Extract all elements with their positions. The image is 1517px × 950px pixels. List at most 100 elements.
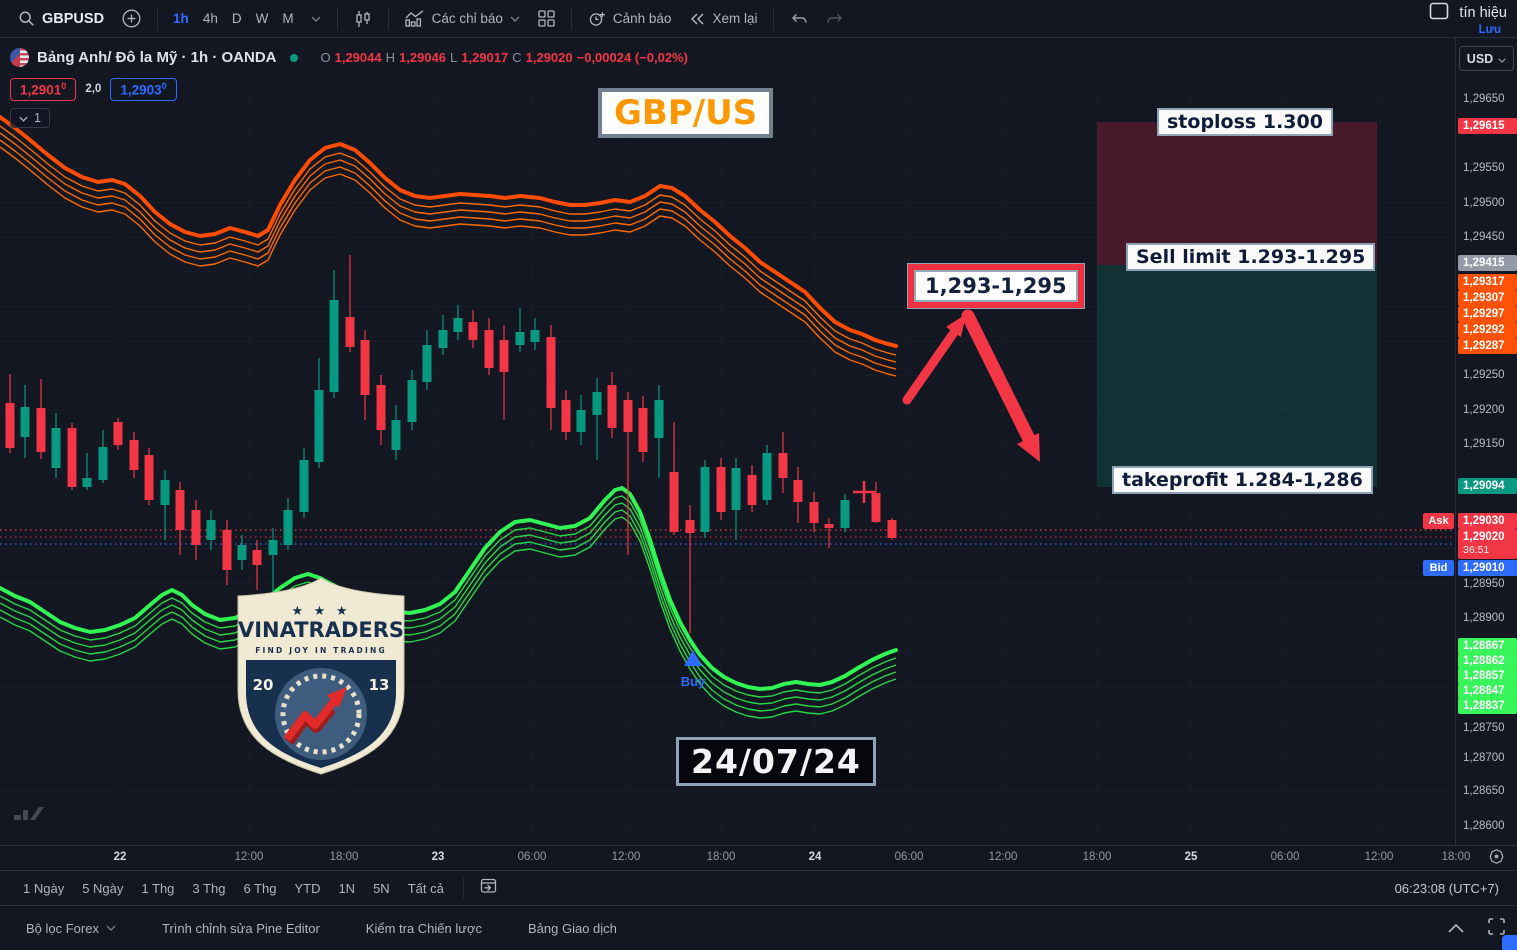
bottom-item-3[interactable]: Bảng Giao dịch [528,921,617,936]
price-label-1,28862[interactable]: 1,28862 [1458,653,1517,669]
price-label-1,28900: 1,28900 [1463,612,1505,624]
top-toolbar: GBPUSD 1h 4h D W M Các chỉ báo Cảnh báo Xem … [0,0,1517,38]
buy-button[interactable]: 1,29030 [110,78,177,101]
bar-countdown: 36:51 [1463,544,1490,556]
time-axis[interactable]: 22 12:00 18:00 23 06:00 12:00 18:00 24 06:00 12:0… [0,845,1517,870]
price-label-1,29650: 1,29650 [1463,93,1505,105]
price-chart[interactable]: Buy ★ ★ ★VINATRADERS FIND JOY IN TRADING 20… [0,38,1455,845]
buy-label: Buy [681,674,706,689]
candles-icon [354,10,372,28]
rewind-icon [689,12,705,26]
object-tree-toggle[interactable]: 1 [10,108,50,128]
sell-price-sup: 0 [61,81,67,91]
range-Tất cả[interactable]: Tất cả [407,880,444,896]
price-label-1,28700: 1,28700 [1463,752,1505,764]
sell-button[interactable]: 1,29010 [10,78,77,101]
price-label-1,29287[interactable]: 1,29287 [1458,338,1517,354]
market-status-dot [290,53,299,62]
go-to-date-button[interactable] [474,873,503,903]
timeframe-D[interactable]: D [231,11,242,26]
entry-arrow-up[interactable] [902,314,966,405]
bottom-item-2[interactable]: Kiểm tra Chiến lược [366,921,482,936]
price-label-1,29307[interactable]: 1,29307 [1458,290,1517,306]
cross-marker[interactable] [853,481,875,503]
price-label-1,29415[interactable]: 1,29415 [1458,255,1517,271]
last-price-badge: 1,29020 36:51 [1458,529,1517,559]
upper-envelope-ribbon [0,115,898,377]
timeframe-4h[interactable]: 4h [202,11,218,26]
redo-button[interactable] [818,7,852,31]
price-label-1,28837[interactable]: 1,28837 [1458,698,1517,714]
replay-button[interactable]: Xem lại [681,6,765,31]
gear-icon [1488,848,1505,870]
range-5N[interactable]: 5N [373,880,390,896]
timeframe-M[interactable]: M [282,11,294,26]
calendar-icon [480,877,497,899]
logo-year-left: 20 [253,676,274,694]
range-1 Thg[interactable]: 1 Thg [141,880,175,896]
axis-settings-button[interactable] [1479,849,1513,869]
range-YTD[interactable]: YTD [294,880,321,896]
server-clock[interactable]: 06:23:08 (UTC+7) [1394,880,1499,896]
price-label-1,28867[interactable]: 1,28867 [1458,638,1517,654]
tradingview-logo[interactable] [14,803,48,825]
symbol-search-button[interactable]: GBPUSD [10,5,112,32]
stoploss-label[interactable]: stoploss 1.300 [1157,108,1333,136]
price-label-1,29292[interactable]: 1,29292 [1458,322,1517,338]
takeprofit-zone[interactable] [1097,265,1377,487]
stoploss-zone[interactable] [1097,122,1377,265]
buy-price-sup: 0 [161,81,167,91]
range-1N[interactable]: 1N [338,880,356,896]
price-scale[interactable]: USD 1,29020 36:51 1,29650 1,29615 1,29550 1… [1455,38,1517,845]
sell-limit-label[interactable]: Sell limit 1.293-1.295 [1126,243,1376,271]
signal-checkbox-icon[interactable] [1429,2,1449,24]
range-6 Thg[interactable]: 6 Thg [243,880,277,896]
layout-grid-button[interactable] [530,5,563,32]
time-tick-06:00: 06:00 [517,851,547,863]
toolbar-separator [570,7,572,30]
chart-legend[interactable]: Bảng Anh/ Đô la Mỹ · 1h · OANDA O 1,29044… [10,48,688,67]
undo-button[interactable] [782,7,816,31]
price-label-1,28857[interactable]: 1,28857 [1458,668,1517,684]
timeframe-W[interactable]: W [255,11,269,26]
price-label-1,29200: 1,29200 [1463,404,1505,416]
indicators-icon [404,10,425,27]
price-label-1,29010[interactable]: 1,29010 [1458,560,1517,576]
range-5 Ngày[interactable]: 5 Ngày [82,880,124,896]
timeframe-menu-button[interactable] [303,11,329,27]
bottom-item-1[interactable]: Trình chỉnh sửa Pine Editor [162,921,320,936]
panel-expand-button[interactable] [1448,920,1464,938]
redo-icon [826,12,844,26]
price-label-1,29030[interactable]: 1,29030 [1458,513,1517,529]
price-label-1,29317[interactable]: 1,29317 [1458,274,1517,290]
buy-price: 1,2903 [120,82,162,98]
entry-zone-callout[interactable]: 1,293-1,295 [908,264,1084,308]
takeprofit-label[interactable]: takeprofit 1.284-1,286 [1112,466,1373,494]
chart-style-button[interactable] [346,5,380,33]
entry-arrow-down[interactable] [961,309,1040,462]
signal-label: tín hiệu [1459,4,1507,21]
range-3 Thg[interactable]: 3 Thg [192,880,226,896]
time-tick-22: 22 [113,851,127,863]
bottom-item-label: Bảng Giao dịch [528,920,617,936]
price-label-1,29297[interactable]: 1,29297 [1458,306,1517,322]
spread-value: 2,0 [85,83,102,96]
vinatraders-logo: ★ ★ ★VINATRADERS FIND JOY IN TRADING 20 13 [237,577,405,775]
currency-selector[interactable]: USD [1459,46,1514,71]
range-1 Ngày[interactable]: 1 Ngày [23,880,65,896]
bottom-item-0[interactable]: Bộ lọc Forex [26,921,116,936]
timeframe-1h[interactable]: 1h [173,11,189,26]
bottom-panel-bar: Bộ lọc Forex Trình chỉnh sửa Pine Editor K… [0,905,1517,950]
indicators-button[interactable]: Các chỉ báo [397,5,528,32]
time-tick-25: 25 [1184,851,1198,863]
alert-button[interactable]: Cảnh báo [580,5,680,33]
price-label-1,28847[interactable]: 1,28847 [1458,683,1517,699]
chat-widget[interactable] [1502,935,1517,950]
compare-add-button[interactable] [114,4,149,33]
price-label-1,29094[interactable]: 1,29094 [1458,478,1517,494]
save-button[interactable]: Lưu [1478,23,1501,36]
entry-zone-text: 1,293-1,295 [914,270,1078,302]
price-label-1,29615[interactable]: 1,29615 [1458,118,1517,134]
fullscreen-button[interactable] [1488,917,1505,940]
buy-signal-marker[interactable]: Buy [681,650,706,689]
